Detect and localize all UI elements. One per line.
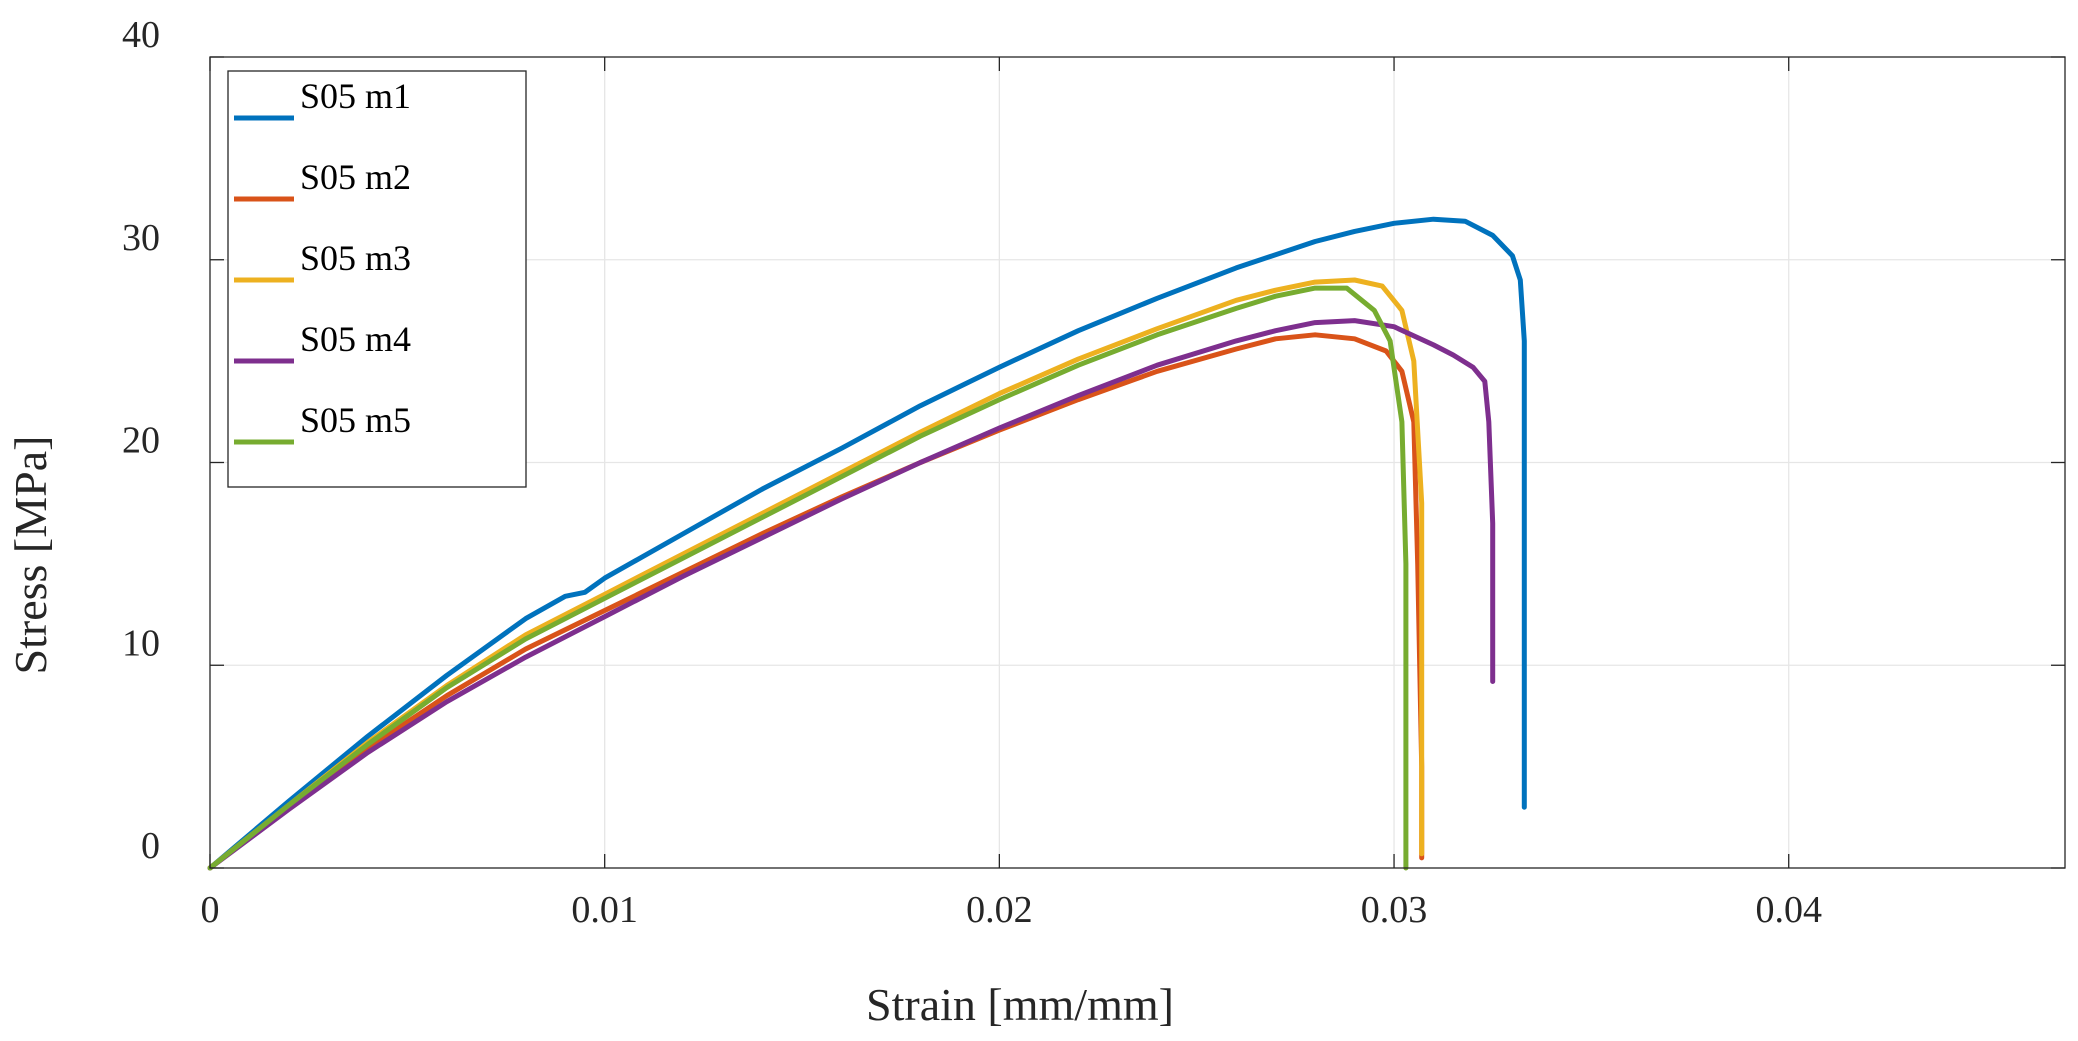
- legend: S05 m1 S05 m2 S05 m3 S05 m4 S05 m5: [227, 70, 527, 488]
- legend-label-4: S05 m4: [300, 319, 411, 359]
- series-line-1: [207, 216, 1527, 871]
- x-tick-label: 0.02: [966, 889, 1033, 931]
- x-axis-label: Strain [mm/mm]: [866, 979, 1174, 1030]
- y-tick-label: 40: [122, 14, 160, 56]
- x-tick-label: 0.03: [1361, 889, 1428, 931]
- legend-label-3: S05 m3: [300, 238, 411, 278]
- series-line-2: [207, 332, 1425, 871]
- y-tick-label: 10: [122, 622, 160, 664]
- y-ticks: 0 10 20 30 40: [122, 14, 2065, 869]
- legend-label-2: S05 m2: [300, 157, 411, 197]
- series-line-4: [207, 318, 1496, 871]
- x-tick-label: 0.01: [571, 889, 638, 931]
- series-line-3: [207, 277, 1425, 871]
- series-layer: [207, 216, 1527, 871]
- legend-label-1: S05 m1: [300, 76, 411, 116]
- y-axis-label: Stress [MPa]: [5, 436, 56, 675]
- y-tick-label: 30: [122, 217, 160, 259]
- y-tick-label: 0: [141, 825, 160, 867]
- x-tick-label: 0.04: [1755, 889, 1822, 931]
- x-tick-label: 0: [201, 889, 220, 931]
- y-tick-label: 20: [122, 420, 160, 462]
- x-ticks: 0 0.01 0.02 0.03 0.04: [201, 57, 1822, 931]
- series-line-5: [207, 285, 1409, 871]
- legend-label-5: S05 m5: [300, 400, 411, 440]
